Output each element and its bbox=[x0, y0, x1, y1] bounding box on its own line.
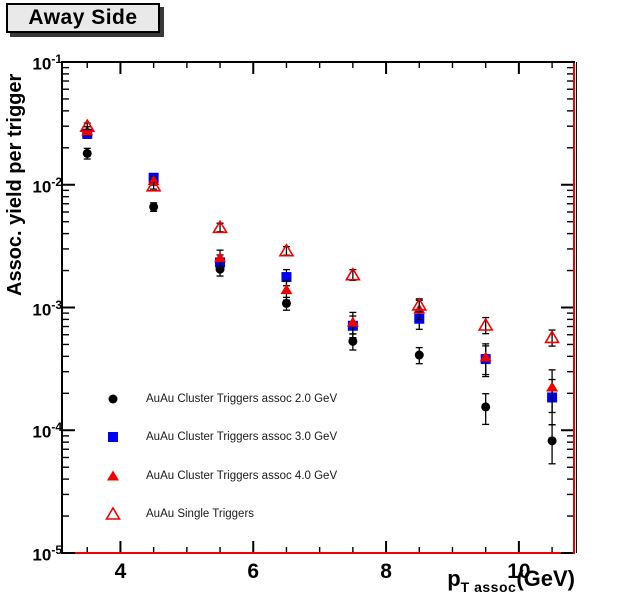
y-tick-base: 10 bbox=[32, 545, 52, 565]
data-point bbox=[344, 267, 361, 281]
data-point bbox=[82, 148, 92, 158]
data-point bbox=[108, 394, 118, 404]
data-point bbox=[280, 284, 293, 295]
data-point bbox=[278, 243, 295, 257]
data-point bbox=[108, 432, 118, 442]
data-point bbox=[414, 350, 424, 360]
y-tick-label: 10-4 bbox=[16, 421, 62, 441]
data-point bbox=[346, 316, 359, 327]
x-title-main: p bbox=[447, 566, 461, 591]
legend-marker-icon bbox=[108, 432, 118, 442]
data-point bbox=[105, 506, 121, 520]
series-2 bbox=[81, 125, 559, 414]
data-point bbox=[411, 297, 428, 311]
data-point bbox=[348, 336, 358, 346]
data-point bbox=[107, 470, 119, 481]
series-1 bbox=[82, 128, 558, 426]
data-point bbox=[479, 351, 492, 362]
data-point bbox=[79, 118, 96, 132]
y-tick-exponent: -4 bbox=[51, 420, 62, 435]
data-point bbox=[281, 298, 291, 308]
y-tick-base: 10 bbox=[32, 54, 52, 74]
y-tick-label: 10-5 bbox=[16, 544, 62, 564]
x-axis-ticks bbox=[86, 63, 553, 552]
legend-label: AuAu Cluster Triggers assoc 3.0 GeV bbox=[146, 431, 338, 443]
legend-label: AuAu Single Triggers bbox=[146, 508, 255, 520]
x-tick-label: 8 bbox=[380, 560, 392, 583]
axis-frame bbox=[61, 61, 577, 554]
legend-item: AuAu Cluster Triggers assoc 4.0 GeV bbox=[104, 467, 337, 485]
data-point bbox=[281, 272, 292, 283]
data-point bbox=[145, 178, 162, 192]
y-tick-exponent: -3 bbox=[51, 297, 62, 312]
x-tick-label: 4 bbox=[114, 560, 127, 583]
legend-label: AuAu Cluster Triggers assoc 2.0 GeV bbox=[146, 393, 338, 405]
data-point bbox=[81, 125, 94, 136]
data-point bbox=[547, 436, 557, 446]
y-tick-label: 10-1 bbox=[16, 53, 62, 73]
data-point bbox=[214, 252, 227, 263]
legend-marker-icon bbox=[108, 394, 118, 404]
x-tick-label: 10 bbox=[507, 560, 531, 583]
data-point bbox=[212, 219, 228, 234]
y-tick-label: 10-3 bbox=[16, 299, 62, 319]
data-point bbox=[546, 381, 559, 392]
data-point bbox=[481, 402, 491, 412]
y-axis-ticks bbox=[63, 61, 573, 554]
y-tick-label: 10-2 bbox=[16, 176, 62, 196]
y-tick-exponent: -2 bbox=[51, 174, 62, 189]
y-tick-base: 10 bbox=[32, 177, 52, 197]
x-tick-label: 6 bbox=[247, 560, 260, 583]
series-0 bbox=[82, 147, 557, 465]
y-tick-exponent: -5 bbox=[51, 543, 62, 557]
x-title-unit: (GeV) bbox=[516, 566, 575, 591]
legend-marker-icon bbox=[107, 470, 119, 481]
data-point bbox=[149, 202, 159, 212]
y-tick-base: 10 bbox=[32, 300, 52, 320]
legend-marker-icon bbox=[105, 506, 121, 520]
legend-item: AuAu Cluster Triggers assoc 3.0 GeV bbox=[104, 428, 337, 446]
data-point bbox=[544, 329, 560, 344]
plot-title: Away Side bbox=[28, 6, 138, 29]
legend-item: AuAu Cluster Triggers assoc 2.0 GeV bbox=[104, 390, 337, 408]
data-point bbox=[477, 317, 494, 331]
legend-label: AuAu Cluster Triggers assoc 4.0 GeV bbox=[146, 470, 338, 482]
x-title-sub: T assoc bbox=[460, 579, 517, 595]
y-tick-exponent: -1 bbox=[51, 52, 62, 66]
series-3 bbox=[79, 118, 560, 347]
y-tick-base: 10 bbox=[32, 422, 52, 442]
plot-title-box: Away Side bbox=[6, 3, 160, 33]
x-axis-title: pT assoc(GeV) bbox=[447, 566, 575, 595]
legend-item: AuAu Single Triggers bbox=[104, 505, 254, 523]
